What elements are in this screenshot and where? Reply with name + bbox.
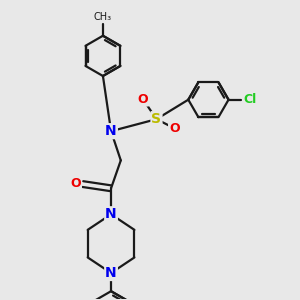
Text: N: N — [105, 207, 117, 221]
Text: O: O — [169, 122, 180, 135]
Text: O: O — [137, 92, 148, 106]
Text: O: O — [70, 177, 81, 190]
Text: CH₃: CH₃ — [94, 12, 112, 22]
Text: S: S — [152, 112, 161, 126]
Text: N: N — [105, 266, 117, 280]
Text: Cl: Cl — [243, 93, 256, 106]
Text: N: N — [105, 124, 117, 138]
